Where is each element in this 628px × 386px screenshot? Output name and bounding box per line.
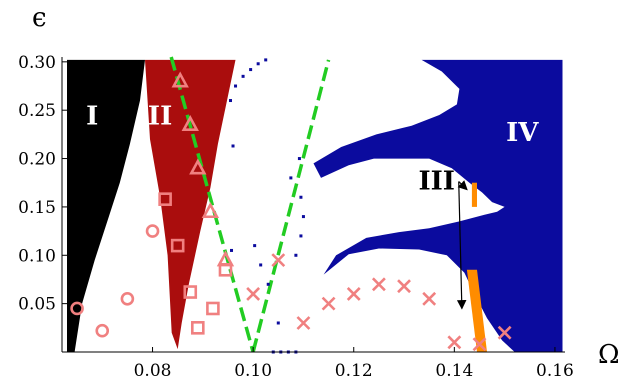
blue-dot — [294, 253, 298, 257]
square-marker — [218, 262, 233, 277]
square-marker — [191, 321, 205, 335]
square-marker — [183, 285, 198, 299]
blue-dot — [264, 58, 268, 62]
blue-dot — [297, 157, 301, 161]
region-i — [67, 59, 145, 353]
region-iii — [471, 182, 477, 207]
square-marker — [206, 301, 220, 316]
x-marker — [246, 287, 261, 301]
y-tick-label: 0.10 — [18, 246, 56, 266]
triangle-marker — [189, 158, 207, 175]
y-tick-label: 0.15 — [18, 198, 56, 218]
blue-dot — [230, 248, 234, 252]
triangle-marker — [201, 202, 220, 219]
circle-marker — [70, 301, 84, 316]
blue-dot — [259, 263, 263, 267]
blue-dot — [266, 282, 270, 286]
circle-marker — [145, 224, 160, 238]
region-label-ii: II — [148, 102, 172, 132]
y-tick-label: 0.30 — [18, 53, 56, 73]
region-ii — [145, 59, 236, 350]
blue-dot — [289, 176, 293, 180]
regions-layer — [67, 59, 563, 353]
blue-dot — [253, 244, 257, 248]
y-tick-label: 0.25 — [18, 101, 56, 121]
x-axis-title: Ω — [598, 340, 620, 370]
blue-dot — [299, 234, 303, 238]
square-marker — [170, 238, 185, 253]
blue-dot — [241, 74, 245, 78]
triangle-marker — [181, 114, 199, 132]
x-marker — [497, 325, 512, 340]
x-marker — [422, 291, 437, 306]
x-marker — [371, 277, 386, 292]
arrow-1 — [456, 181, 467, 310]
markers-layer — [70, 71, 512, 352]
blue-dot — [299, 195, 303, 199]
y-axis-title: ϵ — [32, 3, 47, 33]
region-label-i: I — [86, 102, 98, 132]
x-marker — [447, 335, 462, 350]
x-marker — [296, 316, 311, 330]
x-tick-label: 0.10 — [234, 361, 272, 381]
arrow-0 — [457, 180, 468, 191]
x-marker — [271, 253, 286, 268]
x-tick-label: 0.12 — [335, 361, 373, 381]
triangle-marker — [171, 71, 189, 88]
dashed-lines-layer — [169, 56, 331, 353]
blue-dot — [301, 215, 305, 219]
x-tick-label: 0.08 — [134, 361, 172, 381]
circle-marker — [120, 292, 135, 306]
region-iv — [313, 59, 563, 353]
blue-dot — [229, 99, 233, 103]
blue-dot — [256, 62, 260, 66]
blue-dot — [231, 144, 235, 148]
blue-dot — [234, 84, 238, 88]
y-tick-label: 0.05 — [18, 295, 56, 315]
y-tick-label: 0.20 — [18, 150, 56, 170]
x-tick-label: 0.14 — [435, 361, 473, 381]
square-marker — [158, 192, 172, 206]
dashed-line-0 — [169, 56, 255, 353]
region-orange-4 — [466, 269, 487, 352]
x-marker — [321, 296, 336, 311]
blue-dot — [276, 321, 280, 325]
x-marker — [397, 279, 411, 294]
circle-marker — [95, 323, 110, 338]
x-marker — [472, 337, 487, 352]
dashed-line-1 — [251, 59, 331, 353]
axes-layer: 0.08 0.10 0.12 0.14 0.16 0.05 0.10 0.15 0.20 0.25… — [18, 53, 574, 381]
x-marker — [346, 287, 361, 301]
blue-dot — [249, 68, 253, 72]
x-tick-label: 0.16 — [536, 361, 574, 381]
region-label-iv: IV — [506, 118, 539, 148]
region-label-iii: III — [418, 167, 455, 197]
